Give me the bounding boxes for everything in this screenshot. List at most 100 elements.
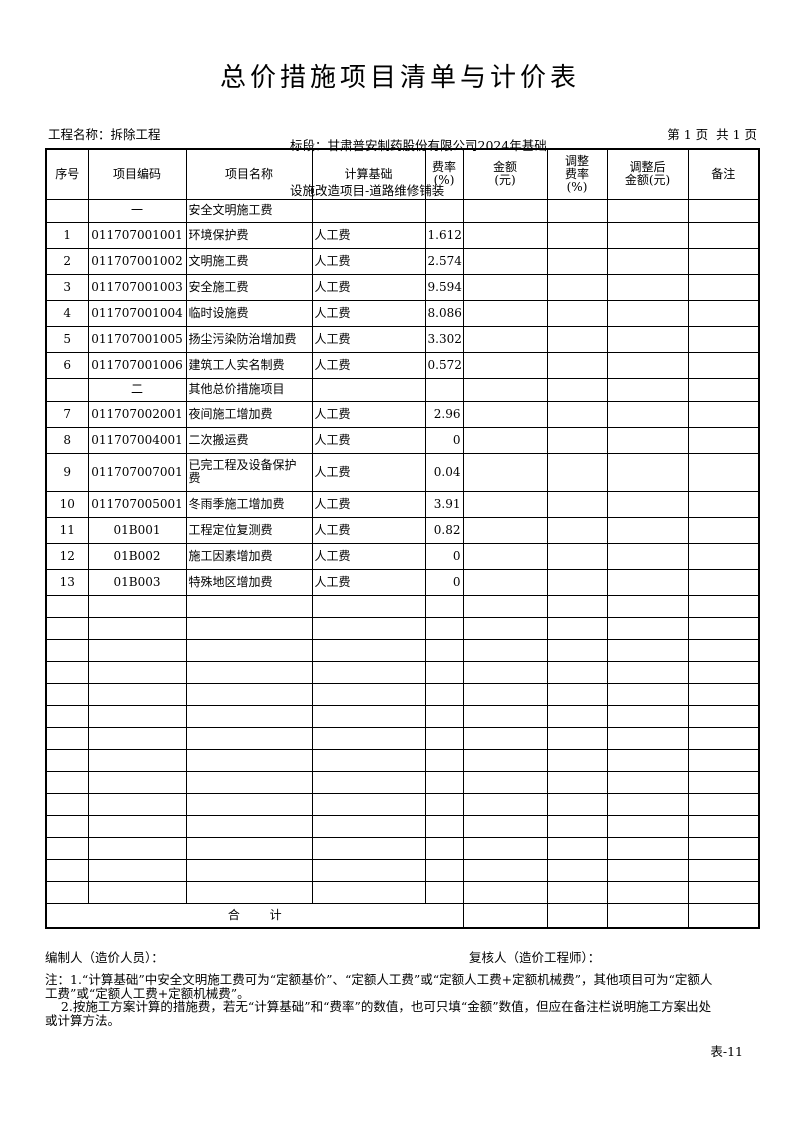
cell-adj-rate xyxy=(546,351,608,379)
cell-code: 011707001002 xyxy=(87,247,187,275)
cell-name: 冬雨季施工增加费 xyxy=(185,490,313,518)
cell-base: 人工费 xyxy=(311,452,426,492)
cell-no xyxy=(45,726,89,750)
cell-adj-rate xyxy=(546,542,608,570)
cell-note xyxy=(687,198,760,223)
cell-adj-amount xyxy=(606,792,689,816)
cell-adj-rate xyxy=(546,400,608,428)
cell-note xyxy=(687,682,760,706)
cell-rate xyxy=(424,616,464,640)
table-row: 8 011707004001 二次搬运费 人工费 0 xyxy=(45,426,760,454)
cell-adj-rate xyxy=(546,198,608,223)
cell-name xyxy=(185,792,313,816)
cell-no: 2 xyxy=(45,247,89,275)
cell-adj-amount xyxy=(606,836,689,860)
cell-name xyxy=(185,660,313,684)
cell-adj-amount xyxy=(606,542,689,570)
cell-adj-amount xyxy=(606,770,689,794)
cell-adj-rate xyxy=(546,273,608,301)
cell-adj-amount xyxy=(606,426,689,454)
cell-code: 01B003 xyxy=(87,568,187,596)
measures-table-head: 序号 项目编码 项目名称 计算基础 费率 (%) 金额 (元) 调整 费率 (%) 调整后 金… xyxy=(45,148,760,200)
cell-code: 01B002 xyxy=(87,542,187,570)
cell-base: 人工费 xyxy=(311,273,426,301)
cell-adj-amount xyxy=(606,452,689,492)
cell-adj-rate xyxy=(546,770,608,794)
cell-adj-amount xyxy=(606,748,689,772)
cell-base xyxy=(311,682,426,706)
cell-adj-amount xyxy=(606,490,689,518)
cell-adj-rate xyxy=(546,452,608,492)
cell-note xyxy=(687,814,760,838)
cell-adj-amount xyxy=(606,400,689,428)
cell-rate: 2.574 xyxy=(424,247,464,275)
cell-no: 12 xyxy=(45,542,89,570)
cell-code xyxy=(87,792,187,816)
cell-no xyxy=(45,748,89,772)
cell-no xyxy=(45,660,89,684)
cell-base xyxy=(311,792,426,816)
cell-no xyxy=(45,814,89,838)
cell-adj-rate xyxy=(546,792,608,816)
column-header-0: 序号 xyxy=(45,148,89,200)
cell-adj-amount xyxy=(606,880,689,904)
cell-amount xyxy=(462,426,548,454)
cell-note xyxy=(687,858,760,882)
cell-no: 9 xyxy=(45,452,89,492)
column-header-2: 项目名称 xyxy=(185,148,313,200)
cell-rate xyxy=(424,770,464,794)
cell-name: 文明施工费 xyxy=(185,247,313,275)
empty-row xyxy=(45,726,760,750)
cell-name: 临时设施费 xyxy=(185,299,313,327)
measures-table-body: 一安全文明施工费 1 011707001001 环境保护费 人工费 1.612 2 01170… xyxy=(45,198,760,929)
table-row: 11 01B001 工程定位复测费 人工费 0.82 xyxy=(45,516,760,544)
cell-name xyxy=(185,836,313,860)
cell-name: 夜间施工增加费 xyxy=(185,400,313,428)
cell-name xyxy=(185,616,313,640)
cell-rate xyxy=(424,726,464,750)
cell-no: 1 xyxy=(45,221,89,249)
cell-base: 人工费 xyxy=(311,299,426,327)
cell-code: 011707001004 xyxy=(87,299,187,327)
cell-adj-amount xyxy=(606,858,689,882)
cell-adj-amount xyxy=(606,198,689,223)
cell-adj-rate xyxy=(546,726,608,750)
cell-no xyxy=(45,836,89,860)
cell-rate xyxy=(424,858,464,882)
cell-amount xyxy=(462,792,548,816)
cell-adj-amount xyxy=(606,594,689,618)
cell-adj-rate xyxy=(546,748,608,772)
column-header-3: 计算基础 xyxy=(311,148,426,200)
cell-rate xyxy=(424,880,464,904)
page-title: 总价措施项目清单与计价表 xyxy=(219,63,580,93)
cell-adj-rate xyxy=(546,638,608,662)
cell-adj-rate xyxy=(546,616,608,640)
cell-code xyxy=(87,726,187,750)
cell-code xyxy=(87,660,187,684)
cell-note xyxy=(687,247,760,275)
preparer-label: 编制人（造价人员）： xyxy=(45,950,164,965)
cell-rate xyxy=(424,660,464,684)
cell-note xyxy=(687,770,760,794)
cell-adj-amount xyxy=(606,325,689,353)
cell-rate xyxy=(424,198,464,223)
cell-no: 13 xyxy=(45,568,89,596)
cell-code xyxy=(87,858,187,882)
cell-amount xyxy=(462,660,548,684)
cell-amount xyxy=(462,858,548,882)
cell-adj-amount xyxy=(606,377,689,402)
cell-rate: 0 xyxy=(424,542,464,570)
cell-note xyxy=(687,426,760,454)
empty-row xyxy=(45,770,760,794)
table-row: 12 01B002 施工因素增加费 人工费 0 xyxy=(45,542,760,570)
cell-note xyxy=(687,748,760,772)
note-line-2: 工费”或“定额人工费+定额机械费”。 xyxy=(45,985,250,1001)
column-header-5: 金额 (元) xyxy=(462,148,548,200)
cell-adj-rate xyxy=(546,836,608,860)
cell-amount xyxy=(462,770,548,794)
cell-amount xyxy=(462,704,548,728)
cell-name xyxy=(185,814,313,838)
empty-row xyxy=(45,814,760,838)
cell-amount xyxy=(462,221,548,249)
cell-note xyxy=(687,299,760,327)
